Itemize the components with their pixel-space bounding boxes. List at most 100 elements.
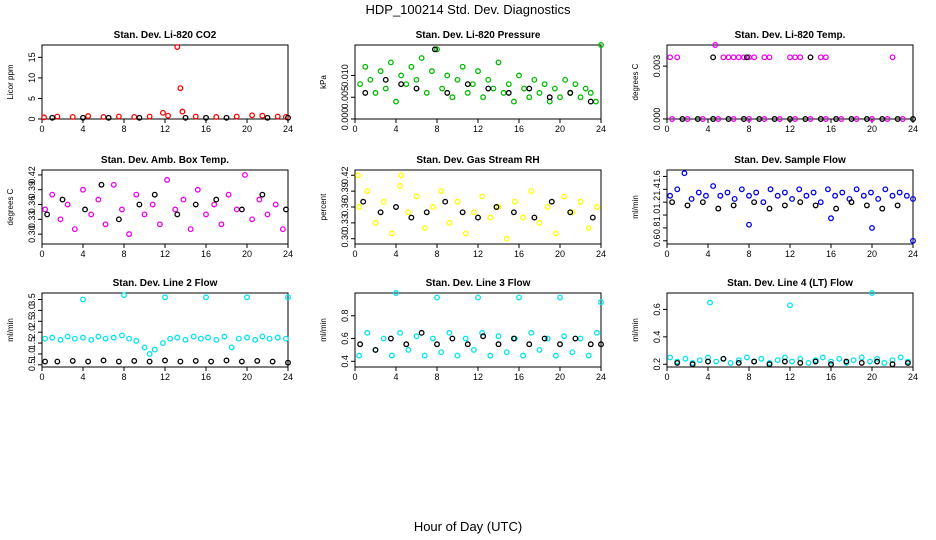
- data-point: [874, 355, 881, 362]
- series-main: [667, 170, 916, 244]
- data-point: [792, 54, 799, 61]
- x-tick-label: 0: [352, 124, 357, 134]
- data-point: [59, 196, 66, 203]
- x-tick-label: 4: [80, 124, 85, 134]
- data-point: [254, 357, 261, 364]
- data-point: [418, 329, 425, 336]
- data-point: [49, 334, 56, 341]
- data-point: [528, 329, 535, 336]
- panel-title: Stan. Dev. Li-820 CO2: [114, 30, 217, 41]
- data-point: [674, 54, 681, 61]
- x-tick-label: 8: [121, 372, 126, 382]
- x-tick-label: 16: [826, 249, 836, 259]
- data-point: [731, 196, 738, 202]
- data-point: [738, 186, 745, 193]
- data-point: [867, 358, 873, 365]
- panel-p4: Stan. Dev. Amb. Box Temp. 0 4 8 12 16 20 24 0.30…: [6, 155, 293, 259]
- y-tick-label: 0.8: [340, 310, 350, 323]
- x-tick-label: 4: [393, 372, 398, 382]
- data-point: [495, 333, 502, 340]
- data-point: [159, 340, 166, 347]
- data-point: [469, 81, 476, 88]
- data-point: [910, 237, 916, 244]
- data-point: [213, 113, 220, 120]
- data-point: [377, 68, 384, 75]
- data-point: [751, 54, 758, 61]
- x-tick-label: 16: [201, 249, 211, 259]
- data-point: [475, 68, 481, 75]
- data-point: [88, 211, 95, 218]
- data-point: [235, 335, 242, 342]
- data-point: [746, 221, 752, 228]
- data-point: [187, 226, 194, 233]
- data-point: [760, 199, 767, 206]
- data-point: [439, 85, 446, 92]
- data-point: [744, 54, 750, 61]
- plot-frame: [666, 44, 914, 120]
- data-point: [561, 333, 568, 340]
- data-point: [503, 235, 510, 242]
- data-point: [781, 202, 788, 209]
- y-axis-label: ml/min: [6, 318, 15, 342]
- data-point: [589, 214, 596, 221]
- x-tick-label: 12: [785, 372, 795, 382]
- data-point: [115, 358, 122, 365]
- data-point: [49, 191, 56, 198]
- data-point: [179, 108, 186, 115]
- data-point: [405, 346, 412, 353]
- data-point: [429, 204, 436, 210]
- y-tick-label: 0.5: [27, 359, 37, 372]
- data-point: [715, 205, 722, 212]
- data-point: [462, 335, 469, 342]
- data-point: [817, 116, 824, 122]
- panel-p5: Stan. Dev. Gas Stream RH0 4 8 12 16 20 240.300…: [319, 155, 606, 259]
- x-tick-label: 4: [705, 124, 710, 134]
- data-point: [162, 294, 168, 301]
- data-point: [828, 358, 834, 365]
- data-point: [364, 329, 371, 336]
- data-point: [162, 357, 168, 364]
- y-tick-label: 1.2: [652, 196, 662, 209]
- data-point: [357, 81, 364, 88]
- data-point: [520, 214, 527, 221]
- data-point: [285, 294, 291, 301]
- data-point: [479, 329, 486, 336]
- x-tick-label: 20: [867, 124, 877, 134]
- data-point: [429, 335, 436, 342]
- data-point: [569, 209, 576, 216]
- data-point: [727, 359, 734, 366]
- y-tick-label: 0.6: [652, 235, 662, 248]
- data-point: [442, 198, 449, 205]
- data-point: [505, 89, 512, 96]
- data-point: [264, 211, 271, 218]
- data-point: [562, 76, 569, 83]
- y-tick-label: 15: [27, 52, 37, 62]
- x-tick-label: 24: [596, 372, 606, 382]
- data-point: [551, 85, 558, 92]
- data-point: [266, 335, 273, 342]
- data-point: [218, 221, 225, 228]
- data-point: [357, 341, 364, 348]
- y-tick-label: 0.010: [340, 64, 350, 87]
- data-point: [174, 334, 181, 341]
- data-point: [751, 199, 758, 206]
- data-point: [118, 206, 125, 213]
- data-point: [203, 114, 209, 121]
- data-point: [480, 94, 487, 101]
- data-point: [238, 206, 245, 213]
- data-point: [725, 116, 732, 122]
- data-point: [434, 46, 440, 53]
- data-point: [832, 192, 839, 199]
- data-point: [863, 116, 870, 122]
- data-point: [413, 193, 420, 200]
- data-point: [667, 354, 674, 361]
- data-point: [761, 54, 768, 61]
- x-tick-label: 16: [201, 372, 211, 382]
- data-point: [669, 116, 676, 122]
- data-point: [552, 352, 559, 359]
- data-point: [49, 114, 56, 121]
- data-point: [510, 209, 517, 216]
- data-point: [577, 198, 584, 205]
- data-point: [810, 189, 817, 196]
- x-tick-label: 8: [746, 124, 751, 134]
